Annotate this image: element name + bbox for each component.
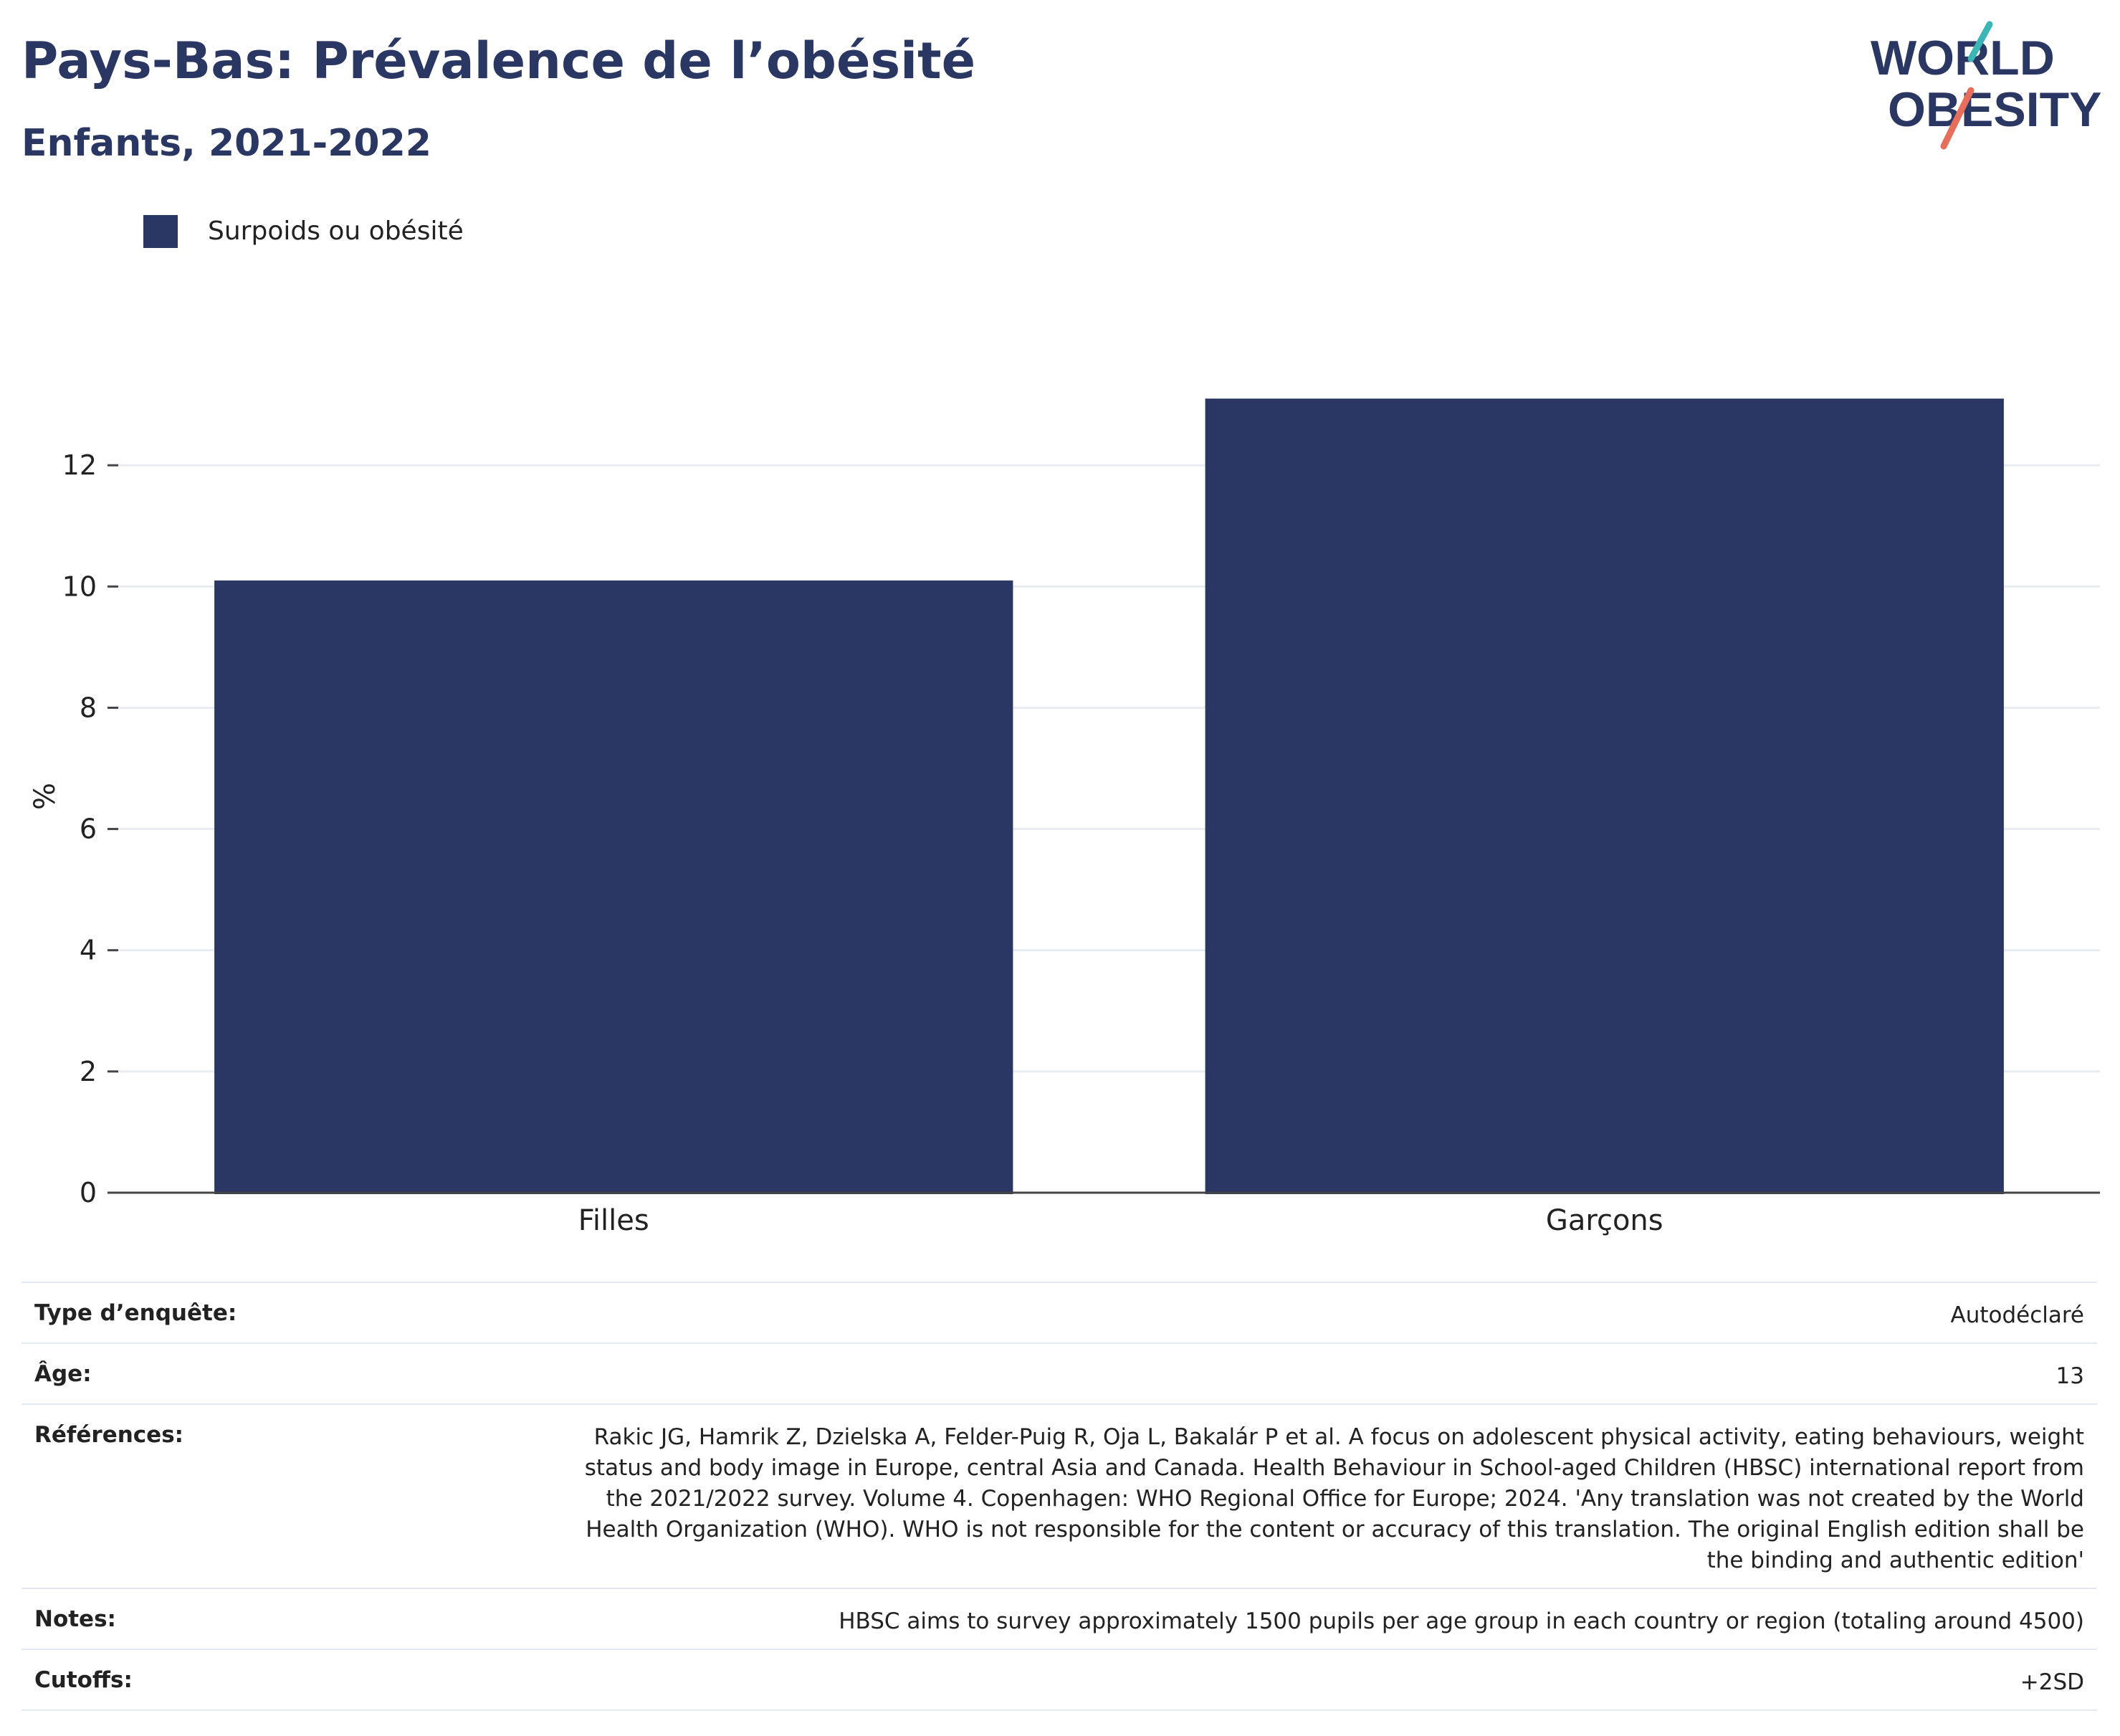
y-tick-label: 8 [80,692,97,723]
y-axis-ticks: 0 2 4 6 8 10 12 [62,449,118,1208]
bars [214,399,2004,1194]
info-row-survey-type: Type d’enquête: Autodéclaré [22,1282,2097,1342]
info-value: 13 [2055,1363,2084,1389]
chart-subtitle: Enfants, 2021-2022 [22,122,431,165]
legend-swatch [143,215,178,248]
logo-word-obesity: OBESITY [1888,82,2102,137]
y-tick-label: 2 [80,1056,97,1087]
info-row-age: Âge: 13 [22,1342,2097,1403]
info-value: Autodéclaré [1950,1302,2084,1328]
info-value: HBSC aims to survey approximately 1500 p… [839,1608,2084,1634]
info-value: +2SD [2020,1669,2084,1695]
world-obesity-logo: WORLD OBESITY [1871,21,2102,150]
info-label: Notes: [34,1606,116,1632]
info-row-notes: Notes: HBSC aims to survey approximately… [22,1588,2097,1649]
x-tick-label: Filles [578,1204,649,1237]
info-value: Rakic JG, Hamrik Z, Dzielska A, Felder-P… [584,1424,2084,1573]
x-tick-label: Garçons [1546,1204,1663,1237]
bar-chart: 0 2 4 6 8 10 12 Filles Garçons [62,399,2100,1237]
info-table: Type d’enquête: Autodéclaré Âge: 13 Réfé… [22,1282,2097,1711]
info-label: Cutoffs: [34,1667,133,1693]
bar-filles [214,580,1013,1194]
y-tick-label: 4 [80,935,97,966]
x-axis-labels: Filles Garçons [578,1204,1663,1237]
chart-title: Pays-Bas: Prévalence de l’obésité [22,32,976,90]
y-tick-label: 6 [80,814,97,845]
legend-label: Surpoids ou obésité [208,216,464,246]
bar-garçons [1205,399,2004,1194]
logo-word-world: WORLD [1871,31,2055,85]
y-tick-label: 12 [62,449,97,481]
logo-slash-coral [1940,87,1975,150]
y-tick-label: 0 [80,1177,97,1208]
info-row-references: Références: Rakic JG, Hamrik Z, Dzielska… [22,1403,2097,1588]
y-tick-label: 10 [62,571,97,602]
logo-slash-teal [1967,21,1993,62]
info-label: Références: [34,1422,184,1448]
info-row-cutoffs: Cutoffs: +2SD [22,1649,2097,1711]
info-label: Type d’enquête: [34,1300,237,1326]
info-label: Âge: [34,1361,92,1387]
